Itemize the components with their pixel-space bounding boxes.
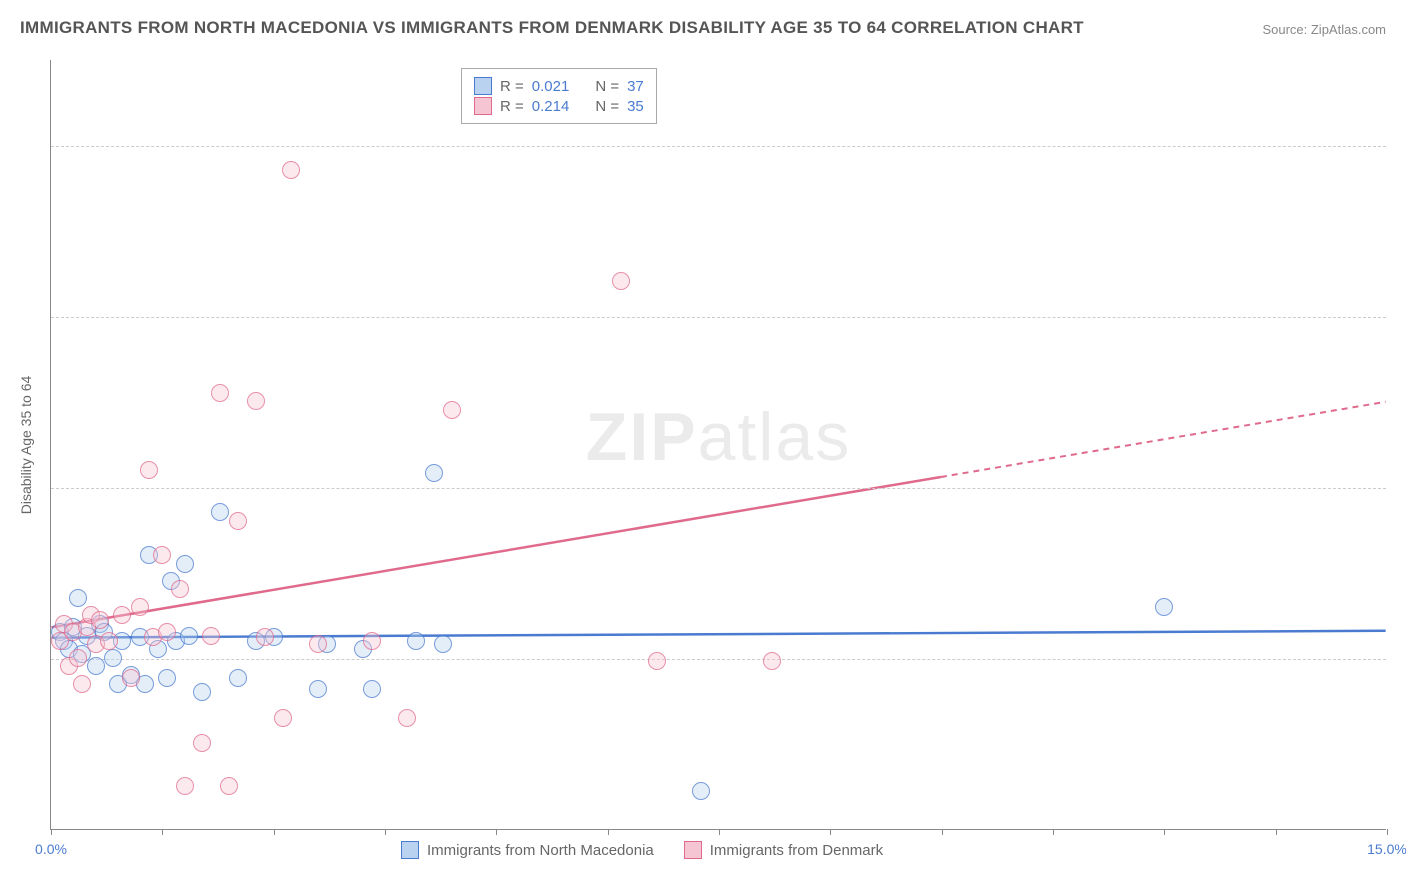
n-value: 37 xyxy=(627,78,644,95)
scatter-point xyxy=(309,635,327,653)
legend-swatch xyxy=(684,841,702,859)
x-tick xyxy=(162,829,163,835)
legend-swatch xyxy=(401,841,419,859)
scatter-point xyxy=(220,777,238,795)
scatter-point xyxy=(309,680,327,698)
scatter-point xyxy=(407,632,425,650)
scatter-point xyxy=(113,606,131,624)
x-tick xyxy=(1276,829,1277,835)
scatter-point xyxy=(91,611,109,629)
scatter-point xyxy=(274,709,292,727)
scatter-point xyxy=(87,657,105,675)
scatter-point xyxy=(158,669,176,687)
watermark: ZIPatlas xyxy=(586,398,851,476)
x-tick xyxy=(51,829,52,835)
legend-item: Immigrants from Denmark xyxy=(684,841,883,859)
r-label: R = xyxy=(500,78,524,95)
x-tick xyxy=(608,829,609,835)
watermark-light: atlas xyxy=(698,399,852,475)
x-tick xyxy=(1387,829,1388,835)
legend-row: R = 0.214 N = 35 xyxy=(474,97,644,115)
y-tick-label: 20.0% xyxy=(1391,480,1406,496)
scatter-point xyxy=(153,546,171,564)
scatter-point xyxy=(104,649,122,667)
scatter-point xyxy=(100,632,118,650)
scatter-point xyxy=(229,512,247,530)
x-tick-label: 15.0% xyxy=(1367,841,1406,857)
x-tick xyxy=(496,829,497,835)
scatter-point xyxy=(763,652,781,670)
scatter-point xyxy=(229,669,247,687)
scatter-point xyxy=(256,628,274,646)
scatter-point xyxy=(176,555,194,573)
legend-swatch xyxy=(474,77,492,95)
y-tick-label: 40.0% xyxy=(1391,138,1406,154)
grid-line xyxy=(51,317,1386,318)
x-tick xyxy=(1164,829,1165,835)
r-value: 0.214 xyxy=(532,98,570,115)
plot-area: ZIPatlas R =0.021N =37R =0.214N =35 Immi… xyxy=(50,60,1386,830)
scatter-point xyxy=(648,652,666,670)
scatter-point xyxy=(69,649,87,667)
r-label: R = xyxy=(500,98,524,115)
scatter-point xyxy=(247,392,265,410)
grid-line xyxy=(51,659,1386,660)
scatter-point xyxy=(692,782,710,800)
chart-title: IMMIGRANTS FROM NORTH MACEDONIA VS IMMIG… xyxy=(20,18,1084,38)
trend-line-solid xyxy=(51,477,941,627)
y-axis-label: Disability Age 35 to 64 xyxy=(18,376,34,515)
scatter-point xyxy=(73,675,91,693)
n-label: N = xyxy=(595,98,619,115)
trend-line-dashed xyxy=(941,402,1386,477)
legend-item: Immigrants from North Macedonia xyxy=(401,841,654,859)
scatter-point xyxy=(140,461,158,479)
legend-label: Immigrants from North Macedonia xyxy=(427,842,654,859)
scatter-point xyxy=(171,580,189,598)
scatter-point xyxy=(211,384,229,402)
x-tick xyxy=(719,829,720,835)
x-tick xyxy=(385,829,386,835)
n-value: 35 xyxy=(627,98,644,115)
x-tick xyxy=(942,829,943,835)
r-value: 0.021 xyxy=(532,78,570,95)
grid-line xyxy=(51,488,1386,489)
scatter-point xyxy=(612,272,630,290)
legend-series: Immigrants from North Macedonia Immigrant… xyxy=(401,841,883,859)
y-tick-label: 10.0% xyxy=(1391,651,1406,667)
scatter-point xyxy=(211,503,229,521)
scatter-point xyxy=(282,161,300,179)
scatter-point xyxy=(193,683,211,701)
scatter-point xyxy=(180,627,198,645)
scatter-point xyxy=(158,623,176,641)
scatter-point xyxy=(122,669,140,687)
scatter-point xyxy=(443,401,461,419)
scatter-point xyxy=(425,464,443,482)
y-tick-label: 30.0% xyxy=(1391,309,1406,325)
n-label: N = xyxy=(595,78,619,95)
scatter-point xyxy=(1155,598,1173,616)
scatter-point xyxy=(176,777,194,795)
grid-line xyxy=(51,146,1386,147)
scatter-point xyxy=(434,635,452,653)
x-tick xyxy=(274,829,275,835)
scatter-point xyxy=(69,589,87,607)
x-tick xyxy=(1053,829,1054,835)
scatter-point xyxy=(131,598,149,616)
legend-row: R = 0.021 N = 37 xyxy=(474,77,644,95)
x-tick xyxy=(830,829,831,835)
scatter-point xyxy=(363,680,381,698)
legend-label: Immigrants from Denmark xyxy=(710,842,883,859)
scatter-point xyxy=(193,734,211,752)
legend-correlation: R = 0.021 N = 37 R = 0.214 N = 35 xyxy=(461,68,657,124)
legend-swatch xyxy=(474,97,492,115)
trend-lines xyxy=(51,60,1386,829)
source-label: Source: ZipAtlas.com xyxy=(1262,22,1386,37)
x-tick-label: 0.0% xyxy=(35,841,67,857)
scatter-point xyxy=(202,627,220,645)
scatter-point xyxy=(398,709,416,727)
scatter-point xyxy=(363,632,381,650)
watermark-bold: ZIP xyxy=(586,399,698,475)
